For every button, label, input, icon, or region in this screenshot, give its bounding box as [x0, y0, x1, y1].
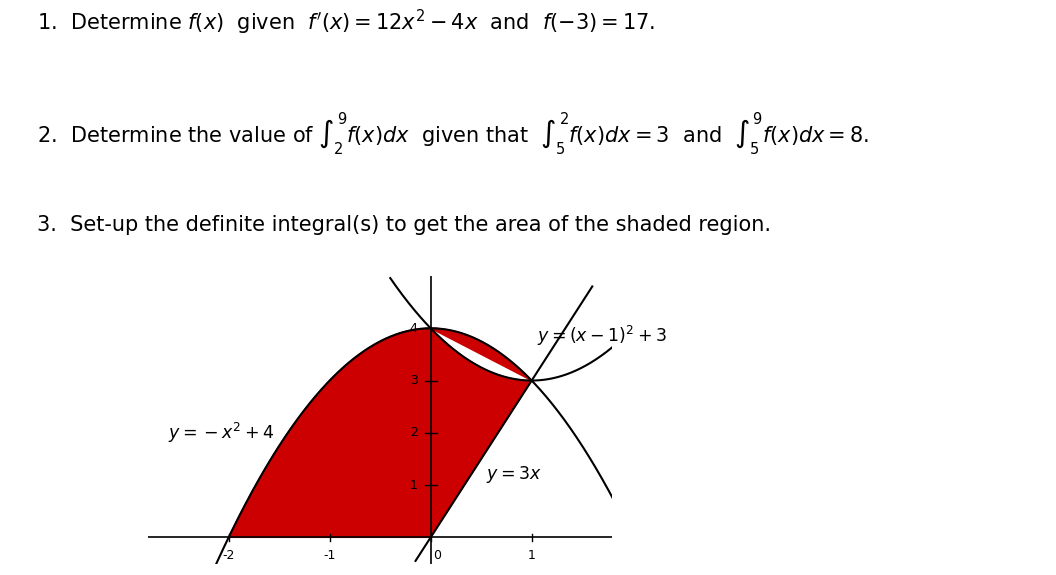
Polygon shape — [229, 328, 531, 538]
Text: 4: 4 — [410, 322, 417, 335]
Text: $y = 3x$: $y = 3x$ — [486, 464, 542, 485]
Text: 1: 1 — [528, 549, 535, 562]
Text: 2.  Determine the value of $\int_2^9 f(x)dx$  given that  $\int_5^2 f(x)dx = 3$ : 2. Determine the value of $\int_2^9 f(x)… — [37, 110, 869, 157]
Text: 0: 0 — [433, 549, 440, 562]
Text: 3.  Set-up the definite integral(s) to get the area of the shaded region.: 3. Set-up the definite integral(s) to ge… — [37, 215, 771, 235]
Text: $y = (x - 1)^2 + 3$: $y = (x - 1)^2 + 3$ — [536, 324, 666, 348]
Text: -1: -1 — [323, 549, 336, 562]
Text: -2: -2 — [223, 549, 234, 562]
Text: 1: 1 — [410, 478, 417, 492]
Text: $y = -x^2 + 4$: $y = -x^2 + 4$ — [168, 421, 275, 445]
Text: 3: 3 — [410, 374, 417, 387]
Text: 1.  Determine $f(x)$  given  $f'(x) = 12x^2 - 4x$  and  $f(-3) = 17$.: 1. Determine $f(x)$ given $f'(x) = 12x^2… — [37, 8, 655, 37]
Text: 2: 2 — [410, 426, 417, 439]
